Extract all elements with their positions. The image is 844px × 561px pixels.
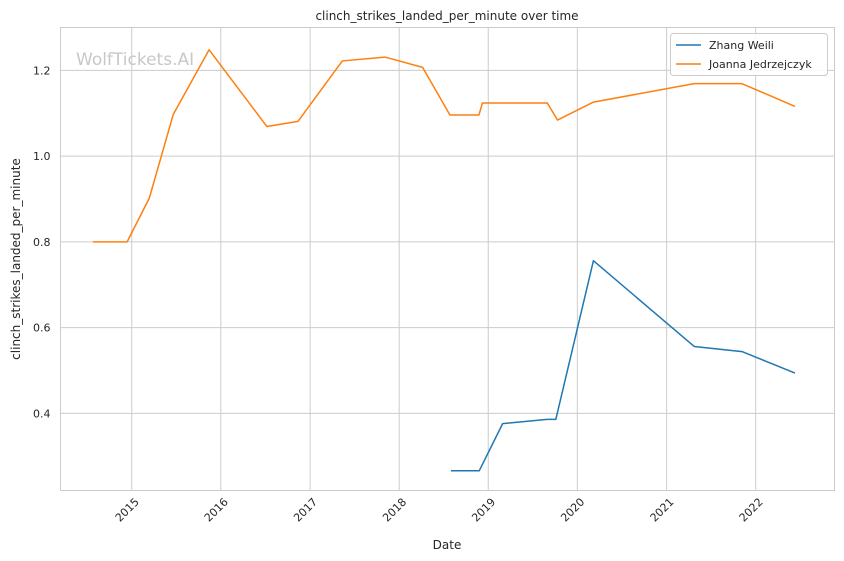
data-point-joanna-jedrzejczyk bbox=[172, 114, 174, 116]
watermark: WolfTickets.AI bbox=[76, 50, 194, 70]
data-point-zhang-weili bbox=[502, 423, 504, 425]
plot-frame bbox=[60, 27, 835, 491]
data-point-joanna-jedrzejczyk bbox=[693, 83, 695, 85]
y-tick-label: 0.6 bbox=[33, 322, 51, 335]
series-layer bbox=[92, 49, 796, 472]
data-point-zhang-weili bbox=[555, 419, 557, 421]
data-point-zhang-weili bbox=[478, 470, 480, 472]
data-point-joanna-jedrzejczyk bbox=[593, 101, 595, 103]
data-point-joanna-jedrzejczyk bbox=[547, 102, 549, 104]
data-point-joanna-jedrzejczyk bbox=[478, 114, 480, 116]
data-point-joanna-jedrzejczyk bbox=[149, 197, 151, 199]
data-point-joanna-jedrzejczyk bbox=[422, 67, 424, 69]
data-point-joanna-jedrzejczyk bbox=[342, 60, 344, 62]
x-axis-title: Date bbox=[433, 538, 462, 552]
data-point-joanna-jedrzejczyk bbox=[297, 121, 299, 123]
data-point-joanna-jedrzejczyk bbox=[208, 49, 210, 51]
y-tick-label: 0.8 bbox=[33, 236, 51, 249]
legend-label-joanna-jedrzejczyk: Joanna Jedrzejczyk bbox=[708, 58, 812, 71]
data-point-joanna-jedrzejczyk bbox=[92, 241, 94, 243]
data-point-zhang-weili bbox=[741, 351, 743, 353]
series-line-joanna-jedrzejczyk bbox=[92, 49, 796, 243]
data-point-joanna-jedrzejczyk bbox=[482, 102, 484, 104]
data-point-zhang-weili bbox=[450, 470, 452, 472]
data-point-zhang-weili bbox=[546, 419, 548, 421]
data-point-joanna-jedrzejczyk bbox=[384, 56, 386, 58]
y-tick-label: 1.0 bbox=[33, 150, 51, 163]
data-point-joanna-jedrzejczyk bbox=[557, 119, 559, 121]
data-point-joanna-jedrzejczyk bbox=[449, 114, 451, 116]
y-tick-label: 0.4 bbox=[33, 407, 51, 420]
data-point-zhang-weili bbox=[794, 372, 796, 374]
legend: Zhang Weili Joanna Jedrzejczyk bbox=[670, 33, 828, 76]
chart-title: clinch_strikes_landed_per_minute over ti… bbox=[315, 9, 578, 23]
data-point-zhang-weili bbox=[693, 346, 695, 348]
legend-box bbox=[670, 33, 828, 76]
data-point-joanna-jedrzejczyk bbox=[794, 106, 796, 108]
y-tick-label: 1.2 bbox=[33, 64, 51, 77]
series-line-zhang-weili bbox=[450, 259, 796, 472]
legend-label-zhang-weili: Zhang Weili bbox=[709, 39, 774, 52]
y-axis-ticks: 0.4 0.6 0.8 1.0 1.2 bbox=[33, 64, 51, 420]
data-point-joanna-jedrzejczyk bbox=[741, 83, 743, 85]
data-point-zhang-weili bbox=[593, 260, 595, 262]
data-point-joanna-jedrzejczyk bbox=[126, 241, 128, 243]
y-axis-title: clinch_strikes_landed_per_minute bbox=[9, 158, 23, 360]
data-point-joanna-jedrzejczyk bbox=[266, 126, 268, 128]
